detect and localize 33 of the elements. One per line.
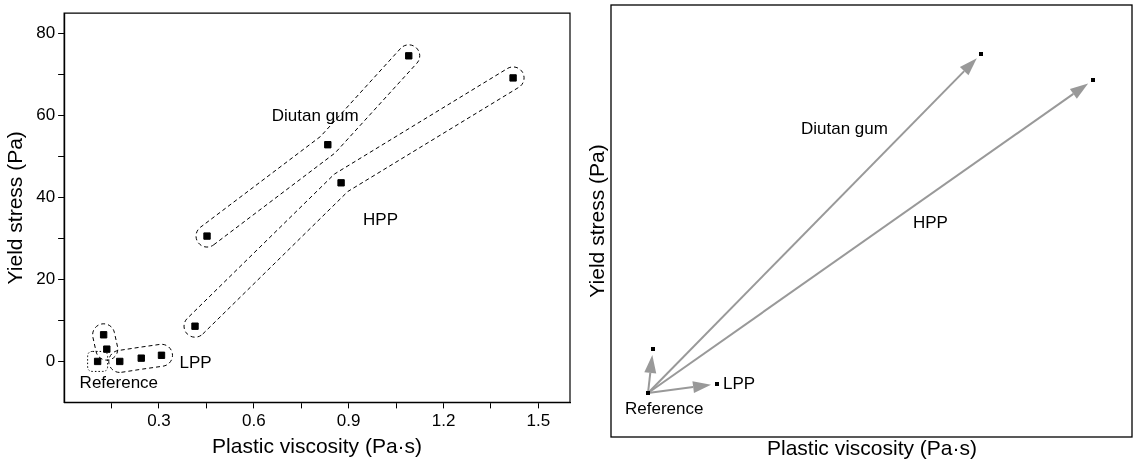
x-axis-title: Plastic viscosity (Pa·s) bbox=[212, 434, 423, 458]
y-tick-label: 0 bbox=[45, 351, 56, 371]
x-tick-label: 1.2 bbox=[431, 411, 456, 431]
text: Diutan gum bbox=[801, 119, 888, 139]
text: LPP bbox=[723, 374, 756, 394]
point bbox=[405, 52, 413, 60]
text: Yield stress (Pa) bbox=[585, 144, 608, 298]
point bbox=[191, 322, 199, 330]
point bbox=[157, 351, 166, 359]
point bbox=[203, 232, 211, 240]
point bbox=[99, 331, 108, 339]
point bbox=[137, 354, 145, 362]
text: HPP bbox=[913, 213, 948, 233]
x-tick-label: 0.6 bbox=[242, 411, 266, 431]
annotation: HPP bbox=[363, 210, 399, 230]
annotation: Diutan gum bbox=[271, 106, 359, 126]
point bbox=[103, 345, 111, 353]
x-tick-label: 1.5 bbox=[526, 411, 551, 431]
annotation: LPP bbox=[179, 352, 212, 372]
x-tick-label: 0.9 bbox=[336, 411, 361, 431]
text: Reference bbox=[625, 399, 704, 419]
y-tick-label: 80 bbox=[36, 23, 56, 43]
point bbox=[116, 357, 124, 366]
y-axis-title: Yield stress (Pa) bbox=[3, 131, 27, 285]
point bbox=[324, 141, 332, 149]
y-tick-label: 40 bbox=[36, 187, 56, 207]
point bbox=[337, 179, 345, 187]
y-tick-label: 60 bbox=[36, 105, 56, 125]
annotation: Reference bbox=[79, 373, 159, 393]
point bbox=[509, 74, 517, 82]
x-tick-label: 0.3 bbox=[147, 411, 171, 431]
y-tick-label: 20 bbox=[36, 269, 56, 289]
text: Plastic viscosity (Pa·s) bbox=[766, 436, 978, 459]
